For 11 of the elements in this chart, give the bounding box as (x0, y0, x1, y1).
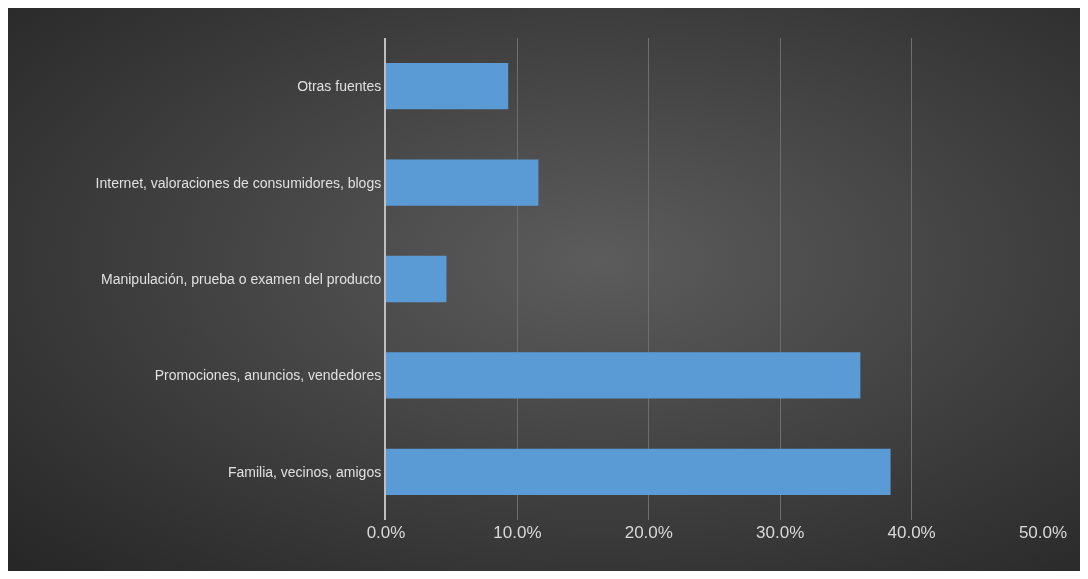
x-tick-label: 30.0% (756, 523, 805, 542)
x-tick-label: 50.0% (1018, 523, 1068, 542)
y-tick-label: Familia, vecinos, amigos (227, 463, 382, 480)
x-tick-label: 0.0% (366, 523, 406, 542)
x-tick-label: 20.0% (624, 523, 673, 542)
y-tick-label: Promociones, anuncios, vendedores (154, 367, 382, 384)
x-tick-label: 40.0% (887, 523, 936, 542)
y-tick-label: Otras fuentes (297, 78, 382, 95)
y-tick-label: Internet, valoraciones de consumidores, blogs (95, 174, 382, 191)
y-tick-label: Manipulación, prueba o examen del producto (101, 270, 382, 287)
x-tick-label: 10.0% (493, 523, 542, 542)
